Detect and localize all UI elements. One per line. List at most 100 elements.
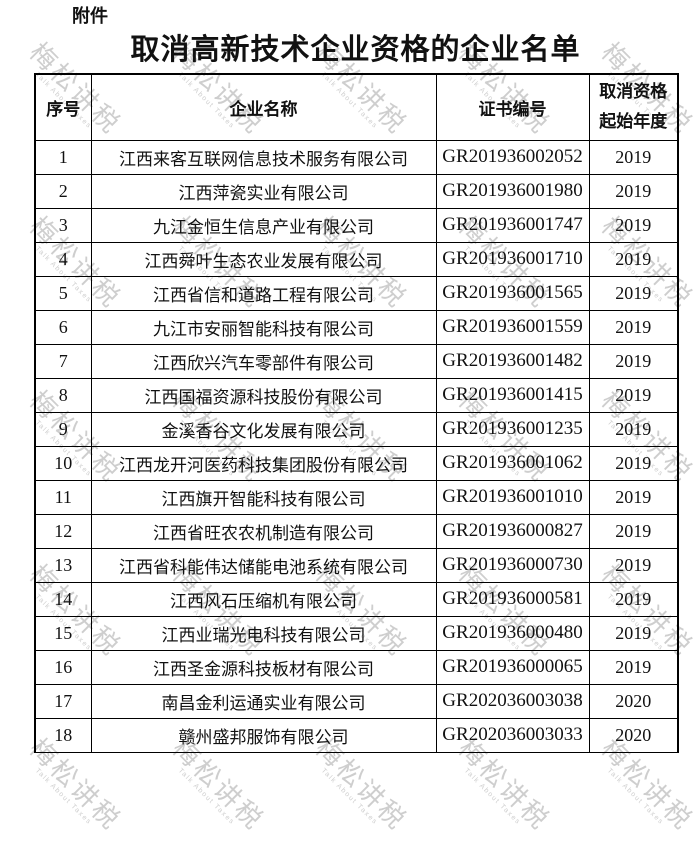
company-name-cell: 江西来客互联网信息技术服务有限公司 bbox=[90, 139, 437, 175]
certificate-number-cell: GR201936000827 bbox=[435, 513, 590, 549]
certificate-number-cell: GR201936001062 bbox=[435, 445, 590, 481]
certificate-number-cell: GR201936001747 bbox=[435, 207, 590, 243]
company-name-cell: 江西圣金源科技板材有限公司 bbox=[90, 649, 437, 685]
serial-number-cell: 11 bbox=[34, 479, 92, 515]
cancel-year-cell: 2019 bbox=[588, 445, 679, 481]
cancel-year-cell: 2019 bbox=[588, 547, 679, 583]
company-name-cell: 金溪香谷文化发展有限公司 bbox=[90, 411, 437, 447]
cancel-year-cell: 2019 bbox=[588, 309, 679, 345]
cancel-year-cell: 2019 bbox=[588, 479, 679, 515]
company-name-cell: 江西省科能伟达储能电池系统有限公司 bbox=[90, 547, 437, 583]
certificate-number-cell: GR201936002052 bbox=[435, 139, 590, 175]
serial-number-cell: 1 bbox=[34, 139, 92, 175]
cancel-year-cell: 2019 bbox=[588, 241, 679, 277]
cancel-year-cell: 2019 bbox=[588, 377, 679, 413]
certificate-number-cell: GR201936000480 bbox=[435, 615, 590, 651]
certificate-number-cell: GR202036003033 bbox=[435, 717, 590, 753]
header-cancel-year: 取消资格 起始年度 bbox=[588, 73, 679, 141]
table-row: 5 江西省信和道路工程有限公司 GR201936001565 2019 bbox=[34, 275, 679, 311]
document-page: { "page": { "attachment_label": "附件", "t… bbox=[23, 6, 699, 837]
serial-number-cell: 6 bbox=[34, 309, 92, 345]
attachment-label: 附件 bbox=[72, 6, 108, 26]
certificate-number-cell: GR201936000730 bbox=[435, 547, 590, 583]
table-row: 12 江西省旺农农机制造有限公司 GR201936000827 2019 bbox=[34, 513, 679, 549]
table-row: 14 江西风石压缩机有限公司 GR201936000581 2019 bbox=[34, 581, 679, 617]
table-row: 10 江西龙开河医药科技集团股份有限公司 GR201936001062 2019 bbox=[34, 445, 679, 481]
company-name-cell: 九江金恒生信息产业有限公司 bbox=[90, 207, 437, 243]
company-name-cell: 江西国福资源科技股份有限公司 bbox=[90, 377, 437, 413]
table-row: 15 江西业瑞光电科技有限公司 GR201936000480 2019 bbox=[34, 615, 679, 651]
page-title: 取消高新技术企业资格的企业名单 bbox=[130, 34, 581, 66]
company-name-cell: 江西舜叶生态农业发展有限公司 bbox=[90, 241, 437, 277]
certificate-number-cell: GR201936001710 bbox=[435, 241, 590, 277]
table-row: 16 江西圣金源科技板材有限公司 GR201936000065 2019 bbox=[34, 649, 679, 685]
table-row: 8 江西国福资源科技股份有限公司 GR201936001415 2019 bbox=[34, 377, 679, 413]
certificate-number-cell: GR202036003038 bbox=[435, 683, 590, 719]
serial-number-cell: 17 bbox=[34, 683, 92, 719]
serial-number-cell: 4 bbox=[34, 241, 92, 277]
table-row: 13 江西省科能伟达储能电池系统有限公司 GR201936000730 2019 bbox=[34, 547, 679, 583]
table-row: 11 江西旗开智能科技有限公司 GR201936001010 2019 bbox=[34, 479, 679, 515]
serial-number-cell: 2 bbox=[34, 173, 92, 209]
cancel-year-cell: 2019 bbox=[588, 513, 679, 549]
table-row: 4 江西舜叶生态农业发展有限公司 GR201936001710 2019 bbox=[34, 241, 679, 277]
header-company-name: 企业名称 bbox=[90, 73, 437, 141]
header-certificate-number: 证书编号 bbox=[435, 73, 590, 141]
serial-number-cell: 5 bbox=[34, 275, 92, 311]
certificate-number-cell: GR201936001559 bbox=[435, 309, 590, 345]
company-name-cell: 江西业瑞光电科技有限公司 bbox=[90, 615, 437, 651]
table-row: 3 九江金恒生信息产业有限公司 GR201936001747 2019 bbox=[34, 207, 679, 243]
company-name-cell: 江西欣兴汽车零部件有限公司 bbox=[90, 343, 437, 379]
company-name-cell: 江西省信和道路工程有限公司 bbox=[90, 275, 437, 311]
company-name-cell: 江西萍瓷实业有限公司 bbox=[90, 173, 437, 209]
serial-number-cell: 13 bbox=[34, 547, 92, 583]
table-header-row: 序号 企业名称 证书编号 取消资格 起始年度 bbox=[34, 73, 679, 141]
cancel-year-cell: 2019 bbox=[588, 411, 679, 447]
table-row: 1 江西来客互联网信息技术服务有限公司 GR201936002052 2019 bbox=[34, 139, 679, 175]
company-name-cell: 江西旗开智能科技有限公司 bbox=[90, 479, 437, 515]
company-name-cell: 南昌金利运通实业有限公司 bbox=[90, 683, 437, 719]
cancel-year-cell: 2020 bbox=[588, 683, 679, 719]
cancel-year-cell: 2019 bbox=[588, 649, 679, 685]
certificate-number-cell: GR201936001980 bbox=[435, 173, 590, 209]
table-row: 9 金溪香谷文化发展有限公司 GR201936001235 2019 bbox=[34, 411, 679, 447]
serial-number-cell: 14 bbox=[34, 581, 92, 617]
cancel-year-cell: 2019 bbox=[588, 139, 679, 175]
cancel-year-cell: 2019 bbox=[588, 173, 679, 209]
header-serial-number: 序号 bbox=[34, 73, 92, 141]
serial-number-cell: 12 bbox=[34, 513, 92, 549]
certificate-number-cell: GR201936001235 bbox=[435, 411, 590, 447]
table-body: 1 江西来客互联网信息技术服务有限公司 GR201936002052 2019 … bbox=[34, 139, 679, 753]
serial-number-cell: 18 bbox=[34, 717, 92, 753]
serial-number-cell: 16 bbox=[34, 649, 92, 685]
company-name-cell: 江西省旺农农机制造有限公司 bbox=[90, 513, 437, 549]
header-cancel-year-line2: 起始年度 bbox=[599, 112, 668, 132]
company-name-cell: 九江市安丽智能科技有限公司 bbox=[90, 309, 437, 345]
certificate-number-cell: GR201936001482 bbox=[435, 343, 590, 379]
cancel-year-cell: 2019 bbox=[588, 207, 679, 243]
serial-number-cell: 15 bbox=[34, 615, 92, 651]
companies-table: 序号 企业名称 证书编号 取消资格 起始年度 1 江西来客互联网信息技术服务有限… bbox=[34, 73, 679, 753]
certificate-number-cell: GR201936000065 bbox=[435, 649, 590, 685]
serial-number-cell: 8 bbox=[34, 377, 92, 413]
table-row: 18 赣州盛邦服饰有限公司 GR202036003033 2020 bbox=[34, 717, 679, 753]
certificate-number-cell: GR201936000581 bbox=[435, 581, 590, 617]
company-name-cell: 江西风石压缩机有限公司 bbox=[90, 581, 437, 617]
cancel-year-cell: 2019 bbox=[588, 343, 679, 379]
serial-number-cell: 10 bbox=[34, 445, 92, 481]
certificate-number-cell: GR201936001415 bbox=[435, 377, 590, 413]
table-row: 17 南昌金利运通实业有限公司 GR202036003038 2020 bbox=[34, 683, 679, 719]
company-name-cell: 江西龙开河医药科技集团股份有限公司 bbox=[90, 445, 437, 481]
serial-number-cell: 9 bbox=[34, 411, 92, 447]
company-name-cell: 赣州盛邦服饰有限公司 bbox=[90, 717, 437, 753]
table-row: 2 江西萍瓷实业有限公司 GR201936001980 2019 bbox=[34, 173, 679, 209]
cancel-year-cell: 2020 bbox=[588, 717, 679, 753]
certificate-number-cell: GR201936001565 bbox=[435, 275, 590, 311]
header-cancel-year-line1: 取消资格 bbox=[599, 82, 668, 102]
cancel-year-cell: 2019 bbox=[588, 615, 679, 651]
table-row: 6 九江市安丽智能科技有限公司 GR201936001559 2019 bbox=[34, 309, 679, 345]
cancel-year-cell: 2019 bbox=[588, 275, 679, 311]
table-row: 7 江西欣兴汽车零部件有限公司 GR201936001482 2019 bbox=[34, 343, 679, 379]
serial-number-cell: 7 bbox=[34, 343, 92, 379]
certificate-number-cell: GR201936001010 bbox=[435, 479, 590, 515]
